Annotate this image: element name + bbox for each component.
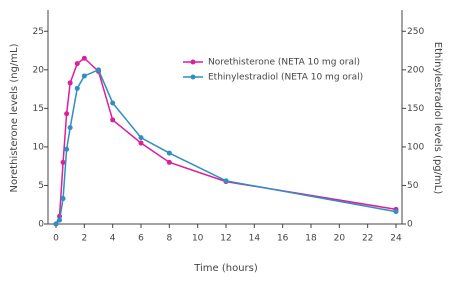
legend-text: Norethisterone (NETA 10 mg oral) — [208, 58, 360, 68]
data-point — [64, 111, 70, 117]
data-point — [67, 80, 73, 86]
x-tick-label: 24 — [390, 234, 402, 244]
data-point — [74, 61, 80, 67]
data-point — [81, 55, 87, 61]
x-tick-label: 18 — [305, 234, 317, 244]
y2-tick-label: 250 — [407, 27, 424, 37]
data-point — [393, 209, 399, 215]
data-point — [81, 73, 87, 79]
y-tick-label: 5 — [38, 181, 44, 191]
y2-tick-label: 0 — [407, 220, 413, 230]
x-tick-label: 10 — [192, 234, 204, 244]
x-tick-label: 20 — [334, 234, 346, 244]
y-axis-title: Norethisterone levels (ng/mL) — [9, 43, 20, 192]
legend-marker — [190, 59, 196, 65]
x-tick-label: 16 — [277, 234, 289, 244]
data-point — [223, 178, 229, 184]
x-tick-label: 4 — [110, 234, 116, 244]
y-tick-label: 20 — [33, 65, 45, 75]
y-tick-label: 10 — [33, 142, 45, 152]
data-point — [64, 146, 70, 152]
x-tick-label: 14 — [249, 234, 261, 244]
y-tick-label: 25 — [33, 27, 44, 37]
data-point — [110, 100, 116, 106]
data-point — [96, 67, 101, 73]
y2-tick-label: 50 — [407, 181, 419, 191]
x-axis-title: Time (hours) — [193, 263, 258, 274]
y2-tick-label: 200 — [407, 65, 424, 75]
data-point — [60, 159, 66, 165]
data-point — [110, 117, 116, 123]
data-point — [60, 196, 66, 202]
data-point — [138, 135, 144, 141]
legend-marker — [190, 74, 196, 80]
x-tick-label: 8 — [166, 234, 172, 244]
x-tick-label: 22 — [362, 234, 373, 244]
data-point — [53, 221, 59, 227]
y2-tick-label: 150 — [407, 104, 424, 114]
y-tick-label: 15 — [33, 104, 44, 114]
x-tick-label: 0 — [53, 234, 59, 244]
y2-tick-label: 100 — [407, 142, 424, 152]
data-point — [67, 125, 73, 131]
data-point — [166, 150, 172, 156]
x-tick-label: 12 — [220, 234, 231, 244]
x-tick-label: 6 — [138, 234, 144, 244]
x-tick-label: 2 — [81, 234, 87, 244]
data-point — [57, 217, 63, 223]
data-point — [74, 85, 80, 91]
y2-axis-title: Ethinylestradiol levels (pg/mL) — [432, 42, 443, 195]
data-point — [166, 159, 172, 165]
legend-text: Ethinylestradiol (NETA 10 mg oral) — [208, 73, 363, 83]
data-point — [138, 140, 144, 146]
series-line — [55, 57, 397, 225]
y-tick-label: 0 — [38, 220, 44, 230]
